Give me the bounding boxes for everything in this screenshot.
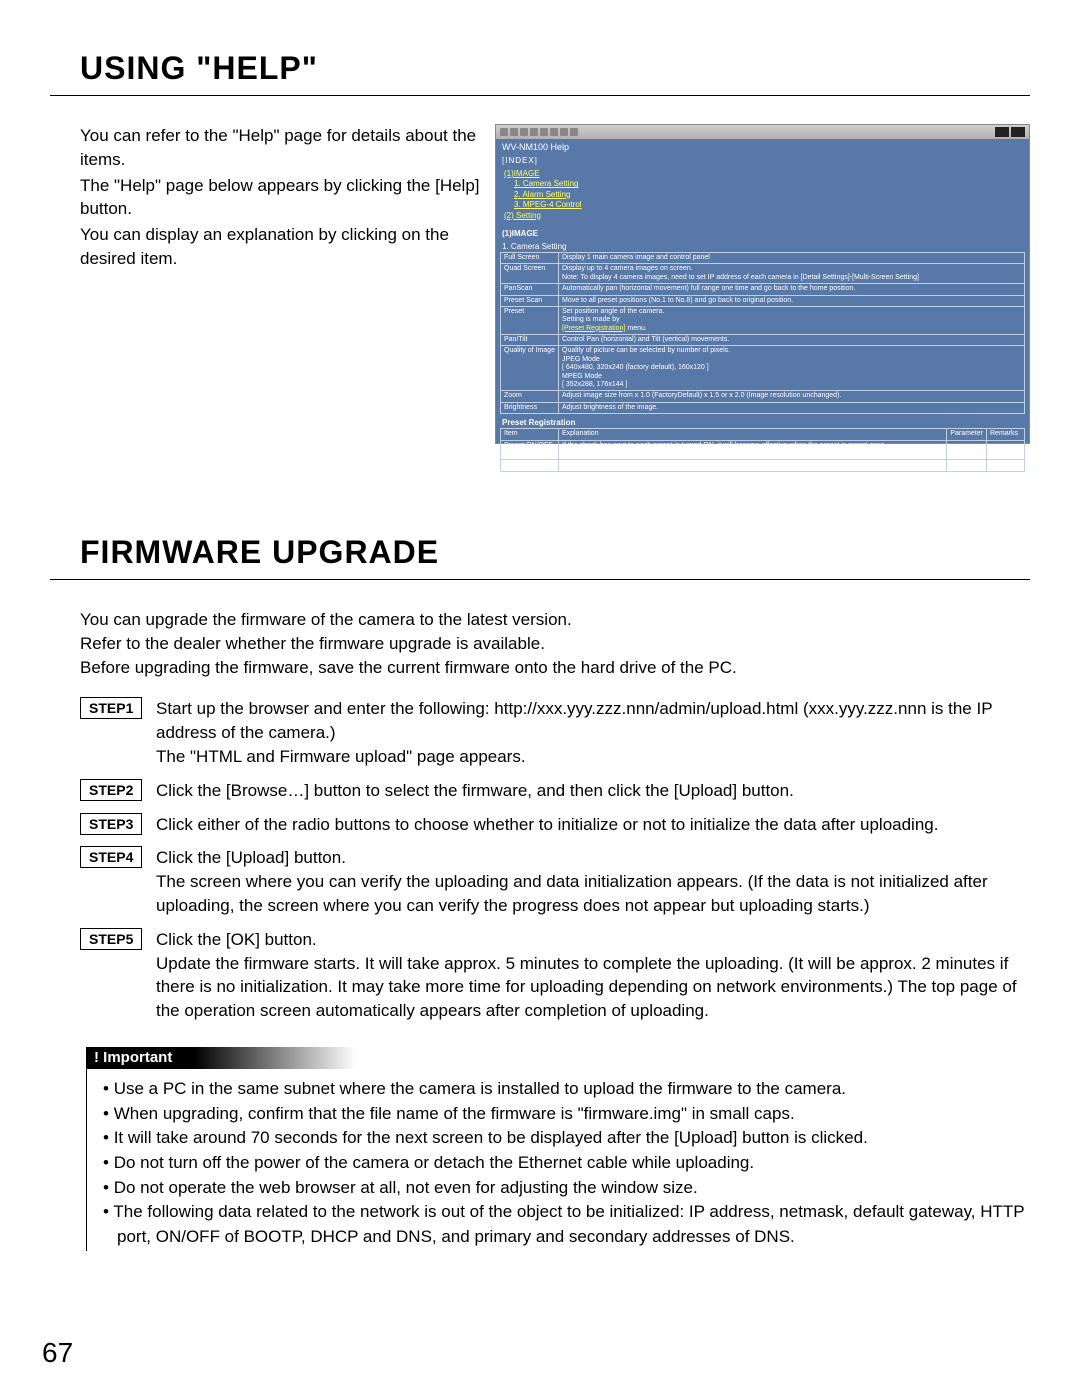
- table-cell: If the check box next to each preset is …: [559, 440, 947, 460]
- index-link: 2. Alarm Setting: [514, 190, 1025, 200]
- important-item: Do not operate the web browser at all, n…: [103, 1176, 1030, 1201]
- step-body: Click the [OK] button.Update the firmwar…: [156, 928, 1030, 1023]
- firmware-intro: You can upgrade the firmware of the came…: [50, 608, 1030, 679]
- table-cell: Full Screen: [501, 252, 559, 263]
- table-cell: Preset Registration can be done by follo…: [559, 460, 947, 471]
- help-subheading: 1. Camera Setting: [502, 242, 1025, 251]
- important-item: It will take around 70 seconds for the n…: [103, 1126, 1030, 1151]
- table-cell: Quality of picture can be selected by nu…: [559, 346, 1025, 391]
- help-description: You can refer to the "Help" page for det…: [80, 124, 480, 444]
- step-row: STEP2 Click the [Browse…] button to selec…: [80, 779, 1030, 803]
- toolbar-icon: [530, 128, 538, 136]
- browser-toolbar: [496, 125, 1029, 139]
- toolbar-icon: [550, 128, 558, 136]
- toolbar-icon: [500, 128, 508, 136]
- index-link: 3. MPEG-4 Control: [514, 200, 1025, 210]
- step-label: STEP5: [80, 928, 142, 950]
- toolbar-icon: [540, 128, 548, 136]
- step-label: STEP2: [80, 779, 142, 801]
- table-cell: PanScan: [501, 284, 559, 295]
- important-block: ! Important Use a PC in the same subnet …: [50, 1047, 1030, 1251]
- help-window-title: WV-NM100 Help: [502, 142, 1025, 152]
- step-row: STEP5 Click the [OK] button.Update the fi…: [80, 928, 1030, 1023]
- important-item: Use a PC in the same subnet where the ca…: [103, 1077, 1030, 1102]
- important-item: Do not turn off the power of the camera …: [103, 1151, 1030, 1176]
- section-title-firmware: FIRMWARE UPGRADE: [50, 534, 1030, 580]
- step-label: STEP4: [80, 846, 142, 868]
- table-cell: Quad Screen: [501, 264, 559, 284]
- table-header: Remarks: [987, 429, 1025, 440]
- table-header: Parameter: [947, 429, 987, 440]
- section-title-help: USING "HELP": [50, 50, 1030, 96]
- table-cell: Adjust image size from x 1.0 (FactoryDef…: [559, 391, 1025, 402]
- index-link: 1. Camera Setting: [514, 179, 1025, 189]
- toolbar-button: [995, 127, 1009, 137]
- table-cell: [501, 460, 559, 471]
- table-cell: Display up to 4 camera images on screen.…: [559, 264, 1025, 284]
- toolbar-icon: [510, 128, 518, 136]
- step-row: STEP1 Start up the browser and enter the …: [80, 697, 1030, 768]
- table-cell: Set position angle of the camera.Setting…: [559, 306, 1025, 334]
- toolbar-icon: [560, 128, 568, 136]
- step-row: STEP4 Click the [Upload] button.The scree…: [80, 846, 1030, 917]
- help-para-2: The "Help" page below appears by clickin…: [80, 174, 480, 222]
- table-cell: Preset Scan: [501, 295, 559, 306]
- help-subheading: (1)IMAGE: [502, 229, 1025, 238]
- table-cell: [987, 460, 1025, 471]
- help-subheading: Preset Registration: [502, 418, 1025, 427]
- firmware-intro-line: Refer to the dealer whether the firmware…: [80, 632, 1030, 656]
- help-section: You can refer to the "Help" page for det…: [50, 124, 1030, 444]
- important-list: Use a PC in the same subnet where the ca…: [86, 1069, 1030, 1251]
- important-item: When upgrading, confirm that the file na…: [103, 1102, 1030, 1127]
- toolbar-icon: [520, 128, 528, 136]
- table-cell: [987, 440, 1025, 460]
- step-row: STEP3 Click either of the radio buttons t…: [80, 813, 1030, 837]
- table-cell: Move to all preset positions (No.1 to No…: [559, 295, 1025, 306]
- help-screenshot: WV-NM100 Help [INDEX] (1)IMAGE 1. Camera…: [495, 124, 1030, 444]
- table-cell: [947, 440, 987, 460]
- table-header: Item: [501, 429, 559, 440]
- table-cell: Preset: [501, 306, 559, 334]
- toolbar-icon: [570, 128, 578, 136]
- table-cell: Adjust brightness of the image.: [559, 402, 1025, 413]
- table-cell: Display 1 main camera image and control …: [559, 252, 1025, 263]
- index-group: (2) Setting: [504, 211, 1025, 221]
- step-label: STEP1: [80, 697, 142, 719]
- table-cell: Preset ON/OFF: [501, 440, 559, 460]
- table-cell: Quality of Image: [501, 346, 559, 391]
- table-cell: Zoom: [501, 391, 559, 402]
- help-table-preset: ItemExplanationParameterRemarks Preset ON…: [500, 428, 1025, 472]
- step-label: STEP3: [80, 813, 142, 835]
- step-body: Click the [Upload] button.The screen whe…: [156, 846, 1030, 917]
- help-para-3: You can display an explanation by clicki…: [80, 223, 480, 271]
- table-cell: Pan/Tilt: [501, 335, 559, 346]
- table-cell: Control Pan (horizontal) and Tilt (verti…: [559, 335, 1025, 346]
- steps-list: STEP1 Start up the browser and enter the …: [50, 697, 1030, 1023]
- page-number: 67: [42, 1337, 73, 1369]
- step-body: Click either of the radio buttons to cho…: [156, 813, 1030, 837]
- table-cell: [947, 460, 987, 471]
- important-banner: ! Important: [86, 1047, 356, 1069]
- toolbar-button: [1011, 127, 1025, 137]
- index-links: (1)IMAGE 1. Camera Setting 2. Alarm Sett…: [504, 169, 1025, 221]
- important-item: The following data related to the networ…: [103, 1200, 1030, 1249]
- step-body: Click the [Browse…] button to select the…: [156, 779, 1030, 803]
- help-table-camera: Full ScreenDisplay 1 main camera image a…: [500, 252, 1025, 414]
- table-cell: Brightness: [501, 402, 559, 413]
- index-label: [INDEX]: [502, 156, 1025, 165]
- table-cell: Automatically pan (horizontal movement) …: [559, 284, 1025, 295]
- firmware-intro-line: Before upgrading the firmware, save the …: [80, 656, 1030, 680]
- firmware-intro-line: You can upgrade the firmware of the came…: [80, 608, 1030, 632]
- index-group: (1)IMAGE: [504, 169, 1025, 179]
- table-header: Explanation: [559, 429, 947, 440]
- help-para-1: You can refer to the "Help" page for det…: [80, 124, 480, 172]
- step-body: Start up the browser and enter the follo…: [156, 697, 1030, 768]
